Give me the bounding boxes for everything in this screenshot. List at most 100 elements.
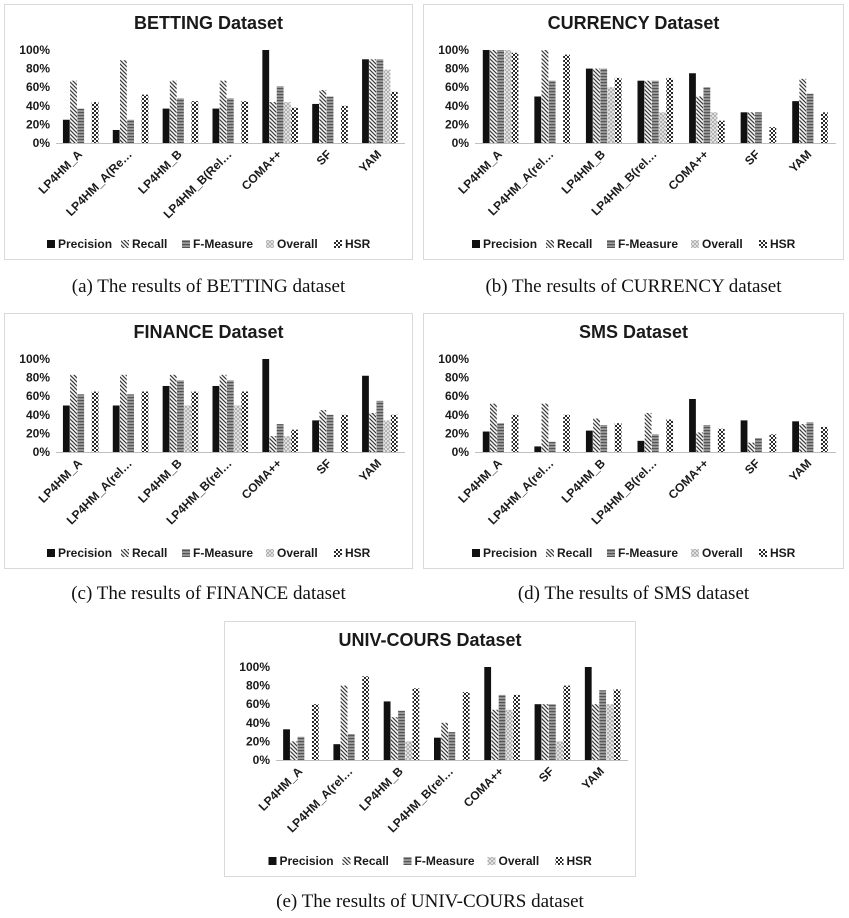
- bar-precision: [584, 667, 592, 760]
- bar-hsr: [191, 101, 199, 143]
- y-tick-label: 40%: [26, 99, 50, 113]
- x-category-label: YAM: [356, 147, 384, 175]
- y-tick-label: 60%: [445, 389, 469, 403]
- sms-chart: SMS Dataset 0% 20% 40% 60% 80% 100% LP4HM_A LP4H…: [423, 313, 844, 569]
- bar-overall: [505, 709, 513, 760]
- y-tick-label: 0%: [452, 136, 470, 150]
- legend-label-f-measure: F-Measure: [193, 546, 253, 560]
- bar-hsr: [390, 91, 398, 143]
- bar-overall: [659, 112, 666, 143]
- chart-frame: [4, 4, 413, 260]
- bar-recall: [441, 722, 448, 760]
- bar-f-measure: [600, 425, 608, 452]
- bar-hsr: [717, 120, 725, 143]
- x-category-label: LP4HM_A: [36, 456, 86, 506]
- bar-hsr: [666, 77, 674, 143]
- bar-precision: [689, 398, 696, 452]
- bar-recall: [219, 374, 227, 452]
- legend-label-hsr: HSR: [770, 237, 796, 251]
- bar-hsr: [511, 414, 519, 452]
- bar-hsr: [311, 704, 319, 760]
- bar-f-measure: [497, 50, 504, 143]
- bar-overall: [710, 112, 718, 143]
- bar-precision: [482, 431, 490, 452]
- x-category-label: YAM: [356, 456, 384, 484]
- legend-swatch-overall: [691, 240, 699, 248]
- legend-swatch-hsr: [555, 857, 564, 865]
- x-category-label: LP4HM_B: [559, 147, 609, 197]
- bar-overall: [607, 87, 615, 143]
- bar-precision: [534, 96, 542, 143]
- bar-overall: [184, 405, 192, 452]
- bar-f-measure: [398, 710, 405, 760]
- legend-label-f-measure: F-Measure: [193, 237, 253, 251]
- bar-hsr: [613, 689, 621, 760]
- y-tick-label: 100%: [438, 352, 469, 366]
- bar-f-measure: [806, 422, 814, 452]
- x-category-label: LP4HM_A: [256, 764, 306, 814]
- y-tick-label: 20%: [26, 117, 50, 131]
- bar-overall: [405, 741, 413, 760]
- bar-precision: [262, 50, 270, 143]
- bar-hsr: [513, 694, 520, 760]
- bar-f-measure: [127, 119, 134, 143]
- caption-finance: (c) The results of FINANCE dataset: [71, 583, 346, 604]
- bar-recall: [799, 78, 807, 143]
- legend-label-precision: Precision: [58, 237, 112, 251]
- legend-swatch-recall: [546, 240, 554, 248]
- bar-hsr: [614, 423, 622, 452]
- bar-f-measure: [326, 96, 334, 143]
- bar-recall: [119, 60, 127, 144]
- bar-hsr: [412, 688, 420, 760]
- bar-hsr: [563, 685, 571, 760]
- bar-hsr: [821, 426, 828, 452]
- legend-label-recall: Recall: [132, 237, 167, 251]
- legend-label-recall: Recall: [557, 546, 592, 560]
- bar-precision: [434, 737, 441, 760]
- legend-swatch-recall: [121, 240, 129, 248]
- bar-f-measure: [651, 434, 659, 452]
- bar-f-measure: [276, 424, 284, 452]
- univ-cours-chart: UNIV-COURS Dataset 0% 20% 40% 60% 80% 100% LP4H…: [224, 621, 636, 877]
- finance-chart: FINANCE Dataset 0% 20% 40% 60% 80% 100% LP4HM_A…: [4, 313, 413, 569]
- bar-precision: [162, 385, 170, 452]
- bar-precision: [740, 420, 748, 452]
- bar-f-measure: [226, 380, 234, 452]
- bar-recall: [644, 80, 652, 143]
- bar-recall: [390, 717, 398, 760]
- bar-recall: [541, 403, 549, 452]
- bar-precision: [484, 667, 492, 760]
- bar-f-measure: [651, 80, 659, 143]
- legend-label-precision: Precision: [280, 854, 334, 868]
- bar-recall: [169, 374, 177, 452]
- bar-recall: [219, 80, 227, 143]
- bar-f-measure: [297, 736, 305, 760]
- x-category-label: YAM: [786, 456, 814, 484]
- bar-precision: [212, 385, 220, 452]
- x-category-label: SF: [742, 147, 763, 168]
- y-tick-label: 60%: [445, 80, 469, 94]
- legend-swatch-f-measure: [182, 240, 190, 248]
- legend-swatch-overall: [266, 240, 274, 248]
- bar-precision: [312, 420, 320, 452]
- bar-f-measure: [548, 441, 556, 452]
- legend-swatch-hsr: [759, 549, 767, 557]
- bar-recall: [319, 89, 327, 143]
- bar-recall: [799, 424, 807, 452]
- bar-recall: [491, 709, 499, 760]
- bar-precision: [333, 744, 341, 760]
- bar-f-measure: [755, 112, 762, 143]
- chart-frame: [423, 4, 844, 260]
- bar-f-measure: [177, 98, 184, 143]
- bar-overall: [283, 436, 291, 452]
- bar-precision: [162, 108, 170, 143]
- bar-hsr: [291, 429, 298, 452]
- y-tick-label: 80%: [26, 371, 50, 385]
- bar-precision: [312, 103, 320, 143]
- bar-f-measure: [226, 98, 234, 143]
- y-tick-label: 60%: [26, 80, 50, 94]
- bar-precision: [262, 359, 270, 452]
- bar-recall: [269, 436, 277, 452]
- legend-label-f-measure: F-Measure: [618, 546, 678, 560]
- bar-hsr: [191, 391, 199, 452]
